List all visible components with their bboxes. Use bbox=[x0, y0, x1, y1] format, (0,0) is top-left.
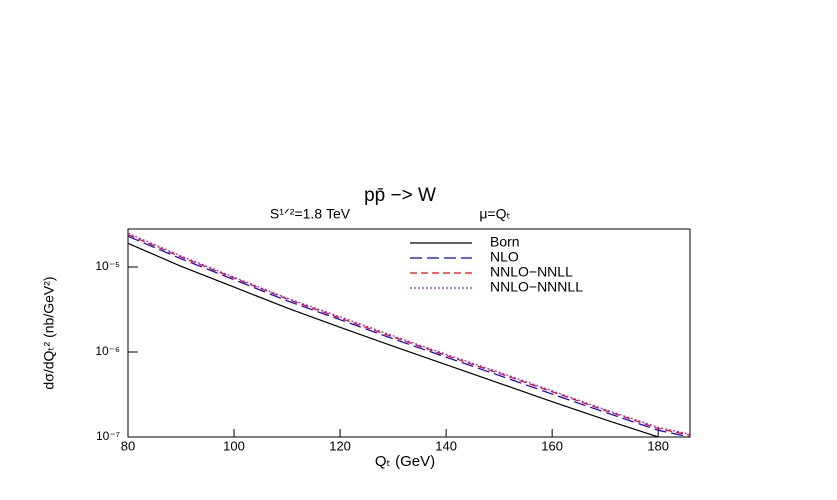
x-tick-label: 120 bbox=[329, 438, 351, 453]
legend-label: Born bbox=[490, 234, 520, 250]
series-line bbox=[128, 242, 661, 437]
x-tick-label: 140 bbox=[435, 438, 457, 453]
legend-label: NLO bbox=[490, 249, 519, 265]
x-tick-label: 80 bbox=[121, 438, 135, 453]
y-tick-label: 10⁻⁵ bbox=[95, 259, 120, 273]
x-tick-label: 160 bbox=[541, 438, 563, 453]
x-axis-label: Qₜ (GeV) bbox=[375, 453, 435, 470]
annotation: μ=Qₜ bbox=[479, 206, 510, 222]
x-tick-label: 100 bbox=[223, 438, 245, 453]
series-line bbox=[128, 235, 690, 437]
plot-frame bbox=[127, 228, 691, 438]
legend-label: NNLO−NNLL bbox=[490, 264, 573, 280]
series-line bbox=[128, 234, 690, 436]
x-tick-label: 180 bbox=[647, 438, 669, 453]
y-axis-label: dσ/dQₜ² (nb/GeV²) bbox=[41, 276, 57, 389]
series-line bbox=[128, 232, 690, 435]
subtitle: S¹ᐟ²=1.8 TeV bbox=[270, 206, 351, 222]
y-tick-label: 10⁻⁷ bbox=[96, 429, 120, 443]
y-tick-label: 10⁻⁶ bbox=[95, 344, 120, 358]
legend-label: NNLO−NNNLL bbox=[490, 279, 583, 295]
chart-title: pp̄ −> W bbox=[364, 185, 436, 206]
